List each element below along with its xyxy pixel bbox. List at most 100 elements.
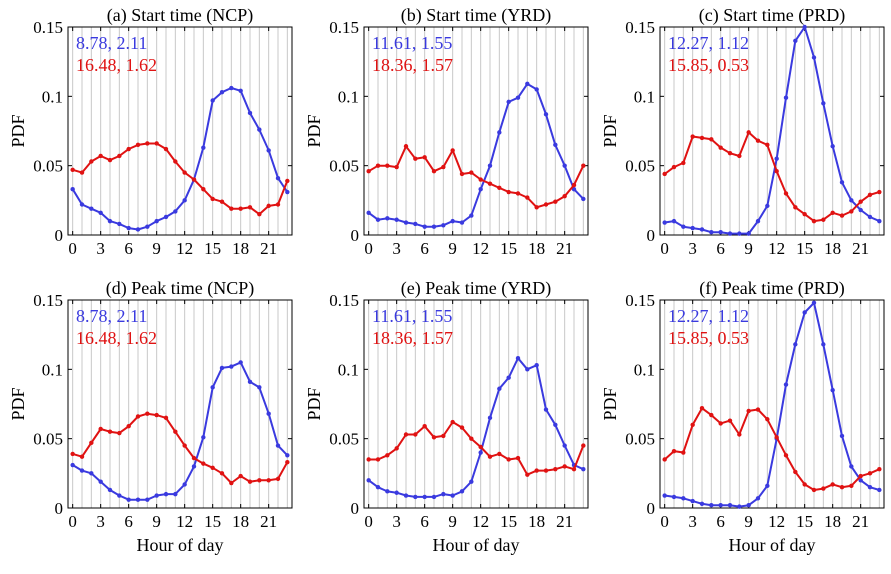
x-tick-label: 18 [528,239,545,258]
y-tick-label: 0.15 [33,291,63,310]
data-point [145,141,150,146]
data-point [506,99,511,105]
data-point [431,169,437,174]
data-point [497,185,502,191]
y-tick-label: 0.15 [625,18,655,37]
y-tick-label: 0.05 [329,157,359,176]
data-point [163,415,169,421]
data-point [459,171,465,177]
y-tick-label: 0.1 [42,360,63,379]
data-point [266,148,271,153]
data-point [755,138,761,143]
panel-annotation: 8.78, 2.11 [76,33,147,53]
data-point [182,170,187,175]
y-axis-label: PDF [600,387,620,420]
data-point [163,146,169,152]
x-tick-label: 9 [152,239,161,258]
x-tick-label: 12 [768,239,785,258]
y-tick-label: 0.05 [625,157,655,176]
data-point [79,468,85,473]
y-tick-label: 0.05 [625,430,655,449]
x-tick-label: 0 [68,239,77,258]
data-point [135,497,141,502]
panel-annotation: 18.36, 1.57 [372,328,453,348]
y-tick-label: 0.15 [329,18,359,37]
y-axis-label: PDF [8,114,28,147]
data-point [275,476,281,482]
data-point [581,443,586,448]
data-point [107,487,113,493]
data-point [562,163,567,168]
data-point [877,487,882,493]
data-point [403,493,409,498]
data-point [98,153,103,159]
data-point [802,212,807,217]
data-point [117,493,122,498]
data-point [581,466,586,472]
x-tick-label: 0 [68,512,77,531]
panel-title: (c) Start time (PRD) [699,5,845,26]
data-point [802,24,807,30]
data-point [385,216,390,221]
data-point [867,192,873,197]
data-point [238,473,243,479]
data-point [201,187,206,192]
data-point [285,460,290,465]
data-point [375,217,381,222]
data-point [839,180,845,185]
data-point [375,457,381,462]
data-point [366,169,371,174]
panel-title: (d) Peak time (NCP) [106,278,254,299]
data-point [441,491,446,497]
series-red [70,411,290,486]
series-line [368,145,585,209]
data-point [478,450,483,455]
data-point [849,198,854,203]
data-point [497,130,502,135]
data-point [89,440,94,446]
data-point [247,379,253,385]
data-point [515,191,521,196]
data-point [154,141,159,146]
data-point [394,164,399,170]
series-blue [70,360,290,502]
data-point [431,494,437,500]
data-point [681,496,686,501]
y-tick-label: 0.1 [338,87,359,106]
data-point [783,95,789,100]
data-point [403,220,409,225]
data-point [487,163,493,168]
data-point [821,101,826,106]
data-point [671,218,677,224]
data-point [375,163,381,168]
data-point [385,453,390,458]
data-point [746,408,751,414]
data-point [727,231,733,236]
series-red [366,419,586,477]
x-tick-label: 0 [660,239,669,258]
data-point [469,213,474,218]
x-tick-label: 3 [688,239,697,258]
data-point [459,220,465,225]
data-point [275,175,281,181]
data-point [89,206,94,211]
x-tick-label: 9 [448,512,457,531]
series-line [664,131,880,223]
data-point [506,457,511,462]
y-tick-label: 0 [55,499,64,518]
data-point [201,461,206,466]
data-point [126,146,131,152]
axes-box [363,299,589,509]
y-tick-label: 0.15 [33,18,63,37]
y-tick-label: 0.1 [338,360,359,379]
data-point [257,385,262,390]
data-point [163,214,169,220]
data-point [450,148,455,153]
data-point [690,422,695,427]
series-blue [366,81,586,229]
data-point [783,453,789,458]
data-point [450,218,455,224]
data-point [478,187,483,192]
x-tick-label: 12 [768,512,785,531]
data-point [469,170,474,175]
